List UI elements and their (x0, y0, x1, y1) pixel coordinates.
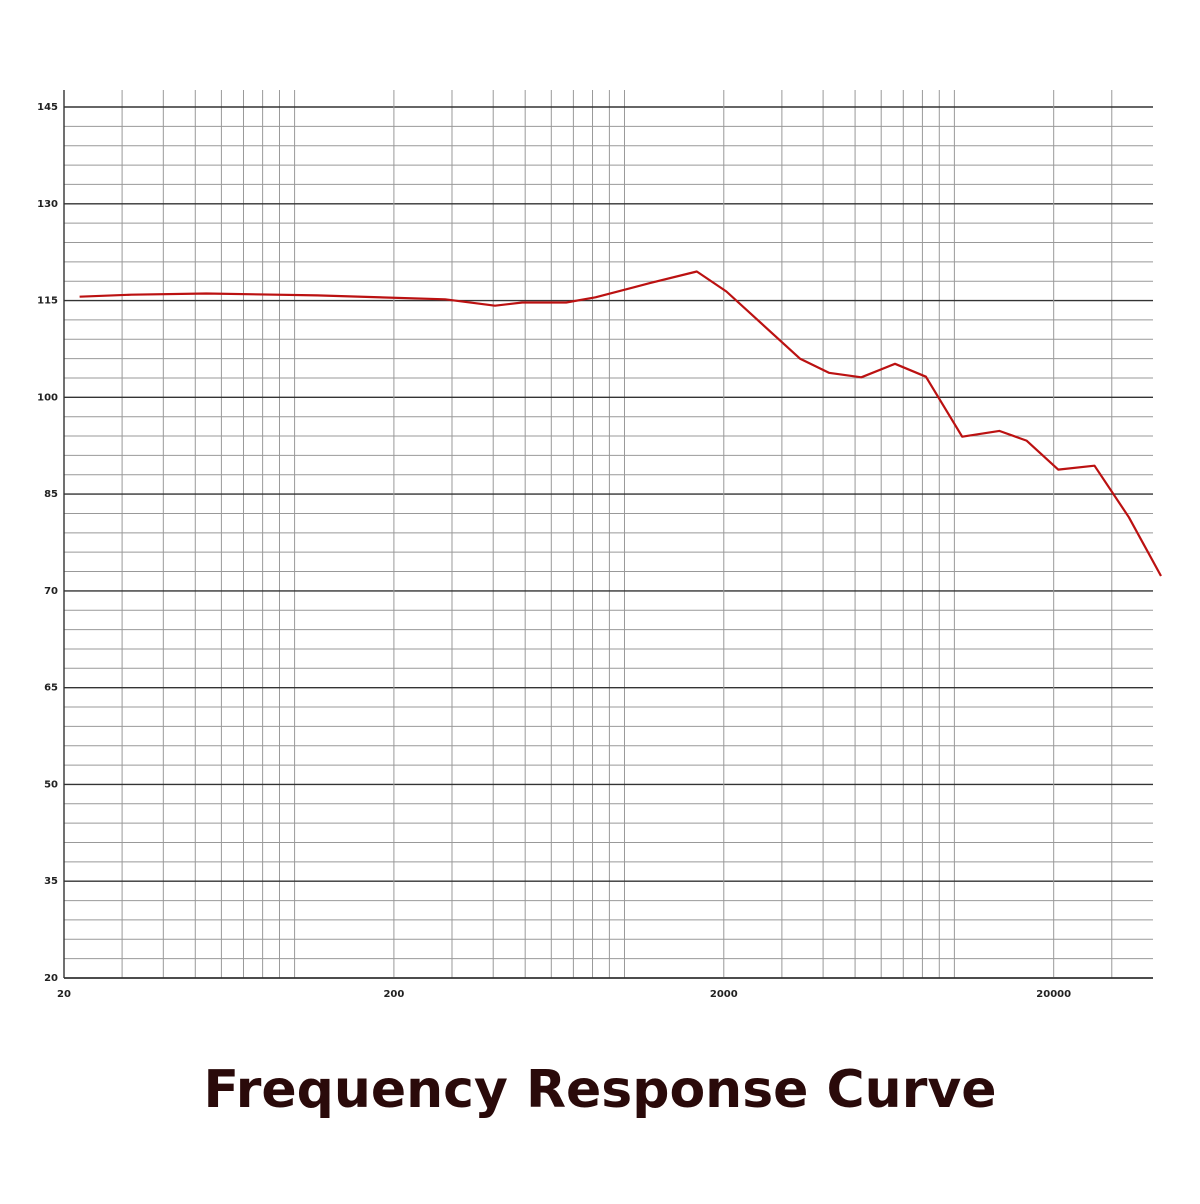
x-tick-label: 2000 (710, 989, 738, 1000)
grid (63, 90, 1153, 979)
y-tick-label: 85 (44, 489, 58, 500)
y-tick-label: 130 (37, 199, 58, 210)
y-tick-label: 50 (44, 779, 58, 790)
y-tick-label: 70 (44, 586, 58, 597)
chart-title: Frequency Response Curve (204, 1060, 997, 1120)
y-tick-label: 20 (44, 973, 58, 984)
x-tick-label: 20 (57, 989, 71, 1000)
y-tick-label: 100 (37, 392, 58, 403)
y-tick-label: 35 (44, 876, 58, 887)
frequency-curve (79, 270, 1162, 577)
y-tick-label: 115 (37, 296, 58, 307)
x-tick-label: 20000 (1036, 989, 1071, 1000)
y-tick-label: 65 (44, 683, 58, 694)
x-tick-label: 200 (383, 989, 404, 1000)
y-tick-label: 145 (37, 102, 58, 113)
